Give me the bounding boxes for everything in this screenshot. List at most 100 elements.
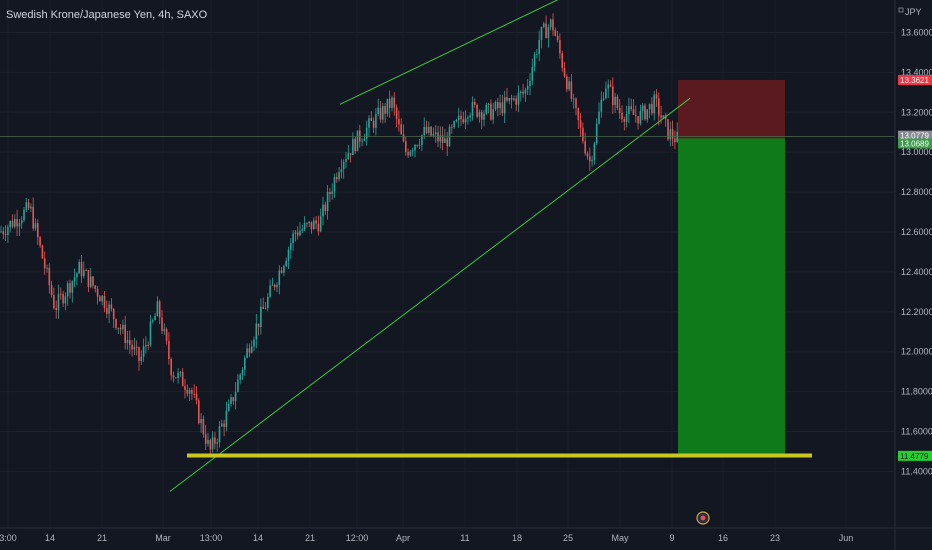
candle-bear	[296, 232, 299, 236]
trendline-lower-channel[interactable]	[169, 97, 691, 492]
candle-bear	[671, 129, 674, 139]
candle-bear	[60, 293, 62, 295]
candle-bear	[103, 295, 106, 309]
candle-bull	[9, 221, 11, 228]
candle-bull	[421, 135, 423, 145]
candle-bull	[117, 327, 120, 329]
candle-bull	[444, 138, 446, 143]
candle-bull	[526, 86, 529, 90]
candle-bull	[607, 84, 609, 89]
candle-bull	[345, 159, 347, 162]
candle-bear	[248, 348, 251, 353]
candle-bear	[170, 359, 172, 376]
x-tick-label: 12:00	[346, 533, 369, 543]
candle-bull	[628, 106, 630, 115]
candle-bull	[283, 266, 285, 273]
candle-bear	[372, 120, 375, 128]
candle-bull	[303, 223, 306, 230]
candle-bear	[575, 98, 577, 109]
candle-bull	[457, 115, 460, 121]
candle-bear	[172, 375, 175, 378]
trendline-upper-channel[interactable]	[339, 0, 635, 105]
candle-bear	[618, 107, 621, 114]
candle-bear	[39, 237, 41, 246]
candle-bear	[384, 106, 386, 114]
position-zones	[678, 79, 785, 456]
candle-bear	[522, 91, 524, 94]
candle-bull	[471, 101, 474, 116]
candle-bear	[545, 23, 547, 39]
candle-bull	[414, 145, 416, 151]
candle-bull	[487, 103, 490, 105]
candle-bull	[536, 53, 538, 55]
candle-bear	[262, 306, 264, 309]
candle-bull	[648, 103, 651, 110]
candle-bull	[598, 111, 600, 124]
candle-bull	[287, 249, 290, 261]
candle-bull	[342, 161, 345, 170]
candle-bull	[64, 296, 67, 304]
candle-bear	[186, 389, 189, 394]
candle-bull	[614, 96, 616, 106]
x-tick-label: 11	[460, 533, 469, 543]
candle-bull	[483, 113, 485, 120]
candle-bull	[20, 220, 23, 224]
candle-bear	[395, 107, 398, 119]
candle-bear	[124, 324, 126, 343]
candle-bear	[209, 439, 212, 450]
candle-bull	[89, 276, 92, 287]
candle-bull	[253, 339, 255, 347]
candle-bear	[41, 245, 44, 259]
candle-bull	[428, 126, 430, 133]
candle-bull	[308, 221, 310, 224]
candle-bull	[301, 229, 304, 231]
price-tag-label-stop: 13.3621	[900, 76, 929, 85]
lock-icon	[898, 7, 904, 13]
candle-bull	[391, 97, 393, 108]
candle-bear	[402, 134, 405, 142]
candle-bull	[453, 121, 455, 128]
candle-bear	[501, 102, 504, 114]
x-tick-label: 14	[253, 533, 263, 543]
candle-bull	[432, 133, 435, 136]
candle-bear	[425, 126, 428, 133]
candle-bull	[434, 132, 437, 134]
candle-bear	[441, 135, 444, 143]
candle-bull	[76, 273, 78, 278]
y-tick-label: 12.0000	[901, 347, 932, 357]
candle-bear	[2, 231, 5, 234]
drawing-lines[interactable]	[0, 0, 895, 492]
y-tick-label: 12.6000	[901, 227, 932, 237]
candle-bear	[50, 285, 53, 296]
candle-bull	[625, 114, 628, 122]
candle-bear	[559, 40, 561, 54]
candle-bear	[175, 377, 177, 379]
candle-bull	[290, 243, 292, 250]
candle-bear	[96, 288, 99, 297]
candle-bear	[354, 138, 356, 152]
candle-bear	[191, 390, 193, 394]
candle-bear	[474, 101, 476, 105]
candle-bull	[411, 150, 414, 152]
candle-bear	[407, 151, 409, 156]
candle-bull	[230, 397, 232, 404]
candle-bear	[515, 98, 517, 105]
candle-bull	[244, 357, 246, 370]
candle-bull	[478, 112, 481, 117]
candle-bull	[57, 293, 60, 311]
candle-bull	[572, 98, 575, 100]
candle-bear	[80, 262, 83, 277]
candle-bear	[106, 308, 108, 314]
x-tick-label: 21	[305, 533, 315, 543]
candle-bull	[66, 283, 69, 297]
candle-bull	[237, 379, 239, 392]
candle-bear	[658, 98, 660, 116]
candle-bear	[582, 127, 584, 142]
candle-bull	[533, 54, 536, 67]
candle-bull	[126, 340, 129, 343]
candle-bear	[181, 371, 184, 387]
x-tick-label: Apr	[396, 533, 410, 543]
candle-bear	[609, 84, 612, 87]
candle-bull	[234, 391, 237, 402]
